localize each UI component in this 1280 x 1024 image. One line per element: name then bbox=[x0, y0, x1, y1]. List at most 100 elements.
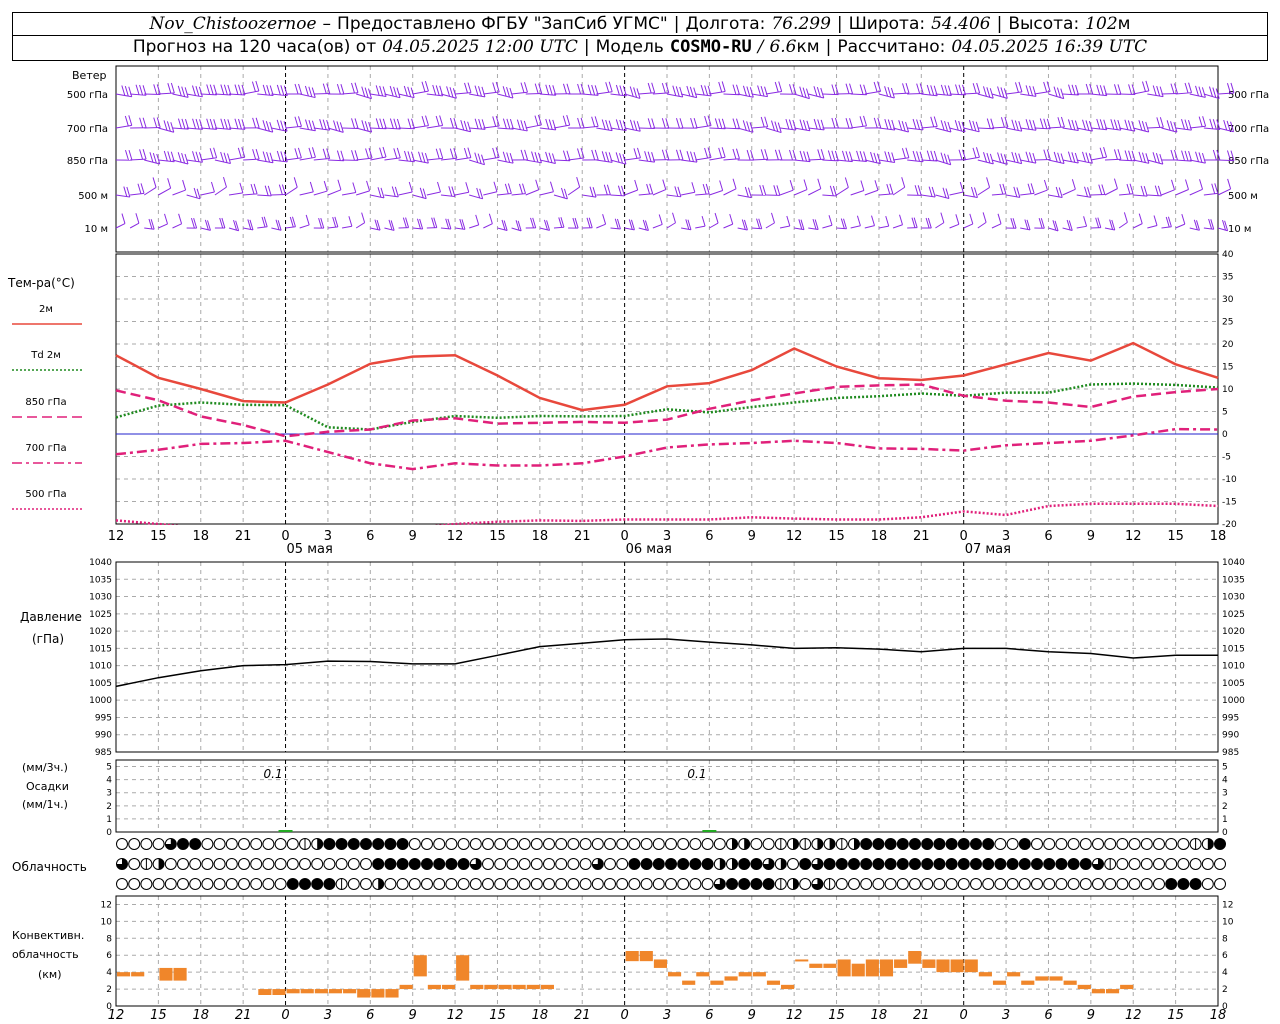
wind-barb-2-1 bbox=[130, 158, 147, 161]
wind-barb-flag-0-39-0 bbox=[679, 86, 684, 98]
wind-barb-flag-2-36-0 bbox=[636, 147, 641, 159]
cloud-circle-0-79 bbox=[1079, 838, 1092, 850]
wind-barb-flag-0-54-1 bbox=[887, 87, 892, 98]
temp-series-4 bbox=[115, 502, 1219, 530]
wind-barb-flag-0-24-1 bbox=[464, 82, 468, 94]
wind-barb-4-28 bbox=[511, 227, 522, 232]
wind-barb-flag-0-45-0 bbox=[764, 86, 769, 97]
conv-bar-45 bbox=[908, 951, 922, 964]
wind-barb-2-43 bbox=[723, 158, 740, 161]
wind-barb-2-20 bbox=[398, 159, 415, 163]
wind-barb-4-12 bbox=[285, 226, 296, 229]
temp-hour-label-6: 6 bbox=[366, 529, 374, 544]
wind-barb-flag-1-39-1 bbox=[675, 118, 680, 129]
wind-barb-3-23 bbox=[440, 194, 455, 198]
wind-barb-flag-4-70-1 bbox=[1109, 219, 1114, 230]
wind-barb-flag-2-46-0 bbox=[778, 149, 783, 160]
wind-barb-flag-1-27-1 bbox=[506, 118, 511, 130]
wind-barb-flag-0-6-2 bbox=[206, 84, 211, 95]
cloud-circle-1-1 bbox=[128, 858, 141, 870]
wind-barb-flag-4-67-1 bbox=[1066, 219, 1071, 231]
wind-barb-flag-2-17-1 bbox=[365, 148, 370, 159]
wind-barb-flag-0-19-2 bbox=[389, 85, 394, 97]
wind-barb-flag-4-51-1 bbox=[840, 218, 845, 229]
temp-hour-label-25: 15 bbox=[1167, 529, 1184, 544]
wind-barb-3-9 bbox=[243, 193, 258, 196]
wind-barb-flag-2-75-1 bbox=[1184, 150, 1189, 161]
temp-ytick-right-11: -15 bbox=[1222, 498, 1237, 508]
wind-barb-flag-4-77-0 bbox=[1210, 219, 1215, 230]
cloud-circle-0-72 bbox=[994, 838, 1007, 850]
wind-barb-flag-4-53-0 bbox=[871, 215, 875, 226]
precip-title-2: Осадки bbox=[26, 780, 69, 793]
wind-barb-0-18 bbox=[370, 93, 387, 97]
wind-barb-flag-0-13-1 bbox=[308, 86, 313, 97]
wind-barb-3-68 bbox=[1076, 194, 1091, 198]
wind-barb-flag-2-37-1 bbox=[647, 151, 652, 162]
conv-bar-59 bbox=[1105, 989, 1120, 994]
precip-title-1: (мм/3ч.) bbox=[22, 761, 68, 774]
conv-bar-10 bbox=[343, 989, 357, 994]
wind-barb-2-2 bbox=[144, 159, 160, 165]
wind-barb-flag-0-36-1 bbox=[633, 87, 638, 98]
wind-barb-flag-3-34-0 bbox=[606, 184, 611, 195]
wind-barb-flag-1-18-0 bbox=[382, 118, 387, 129]
wind-barb-4-39 bbox=[666, 222, 676, 229]
wind-barb-0-65 bbox=[1034, 90, 1051, 95]
cloud-circle-2-78 bbox=[1067, 878, 1080, 890]
conv-bar-25 bbox=[625, 951, 639, 962]
wind-barb-0-77 bbox=[1203, 93, 1220, 100]
wind-barb-flag-1-56-1 bbox=[916, 119, 921, 130]
wind-barb-flag-1-8-1 bbox=[237, 118, 242, 130]
conv-bar-50 bbox=[978, 972, 992, 977]
wind-barb-flag-0-64-1 bbox=[1029, 85, 1034, 97]
wind-barb-flag-1-12-1 bbox=[294, 116, 299, 127]
wind-barb-flag-2-33-1 bbox=[591, 149, 596, 161]
wind-barb-flag-0-77-1 bbox=[1212, 87, 1217, 98]
wind-barb-flag-1-31-1 bbox=[562, 115, 567, 126]
wind-barb-2-31 bbox=[553, 159, 570, 162]
wind-barb-flag-2-30-0 bbox=[551, 153, 556, 164]
wind-barb-flag-0-63-1 bbox=[1014, 82, 1019, 93]
wind-barb-flag-0-46-1 bbox=[774, 81, 779, 93]
wind-barb-2-18 bbox=[370, 156, 387, 161]
wind-level-right-1: 700 гПа bbox=[1228, 124, 1269, 135]
wind-barb-2-19 bbox=[384, 157, 401, 161]
temp-hour-label-12: 0 bbox=[620, 529, 628, 544]
temp-hour-label-16: 12 bbox=[786, 529, 803, 544]
wind-barb-flag-2-65-0 bbox=[1046, 149, 1051, 160]
wind-barb-flag-0-67-2 bbox=[1068, 84, 1073, 95]
wind-barb-flag-1-46-1 bbox=[774, 121, 779, 132]
wind-barb-flag-2-23-0 bbox=[453, 148, 458, 159]
alt-unit: м bbox=[1117, 14, 1131, 34]
wind-barb-3-42 bbox=[709, 190, 723, 196]
wind-barb-flag-0-71-0 bbox=[1131, 84, 1136, 95]
wind-barb-flag-1-33-1 bbox=[591, 116, 596, 127]
wind-barb-0-46 bbox=[765, 91, 782, 95]
wind-barb-flag-0-39-1 bbox=[675, 86, 680, 97]
temp-ytick-right-7: 5 bbox=[1222, 408, 1228, 418]
temp-legend-label-4: 500 гПа bbox=[25, 489, 66, 500]
temp-hour-label-11: 21 bbox=[574, 529, 591, 544]
conv-bar-17 bbox=[441, 984, 456, 990]
wind-barb-flag-3-39-1 bbox=[674, 186, 679, 197]
wind-barb-flag-2-69-1 bbox=[1099, 147, 1104, 158]
wind-barb-flag-1-37-0 bbox=[651, 118, 656, 129]
wind-barb-flag-0-17-0 bbox=[368, 88, 372, 99]
conv-bar-47 bbox=[936, 959, 950, 973]
wind-barb-flag-3-35-0 bbox=[620, 185, 625, 197]
wind-barb-flag-2-9-0 bbox=[255, 148, 260, 160]
cloud-circle-1-14 bbox=[286, 858, 299, 870]
cloud-circle-0-33 bbox=[518, 838, 531, 850]
wind-barb-2-52 bbox=[850, 159, 867, 163]
wind-barb-flag-0-27-2 bbox=[502, 86, 507, 97]
wind-barb-flag-2-33-0 bbox=[594, 149, 599, 161]
cloud-circle-2-81 bbox=[1104, 878, 1117, 890]
temp-ytick-right-6: 10 bbox=[1222, 385, 1234, 395]
wind-barb-flag-1-35-1 bbox=[619, 119, 624, 131]
wind-barb-flag-2-36-1 bbox=[633, 148, 638, 159]
cloud-circle-1-15 bbox=[299, 858, 311, 870]
wind-barb-0-60 bbox=[963, 92, 980, 95]
wind-barb-0-48 bbox=[794, 93, 810, 100]
pres-ytick-left-1: 1035 bbox=[89, 575, 112, 585]
